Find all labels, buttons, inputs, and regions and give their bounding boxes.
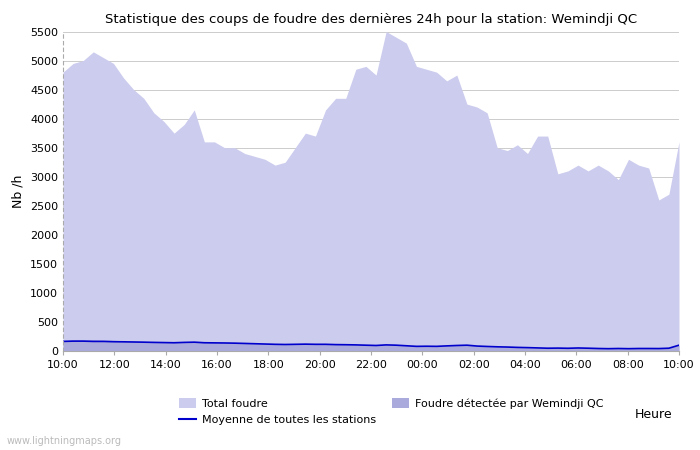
Legend: Total foudre, Moyenne de toutes les stations, Foudre détectée par Wemindji QC: Total foudre, Moyenne de toutes les stat…: [179, 398, 603, 425]
Text: Heure: Heure: [634, 408, 672, 421]
Y-axis label: Nb /h: Nb /h: [11, 175, 25, 208]
Title: Statistique des coups de foudre des dernières 24h pour la station: Wemindji QC: Statistique des coups de foudre des dern…: [105, 13, 637, 26]
Text: www.lightningmaps.org: www.lightningmaps.org: [7, 436, 122, 446]
